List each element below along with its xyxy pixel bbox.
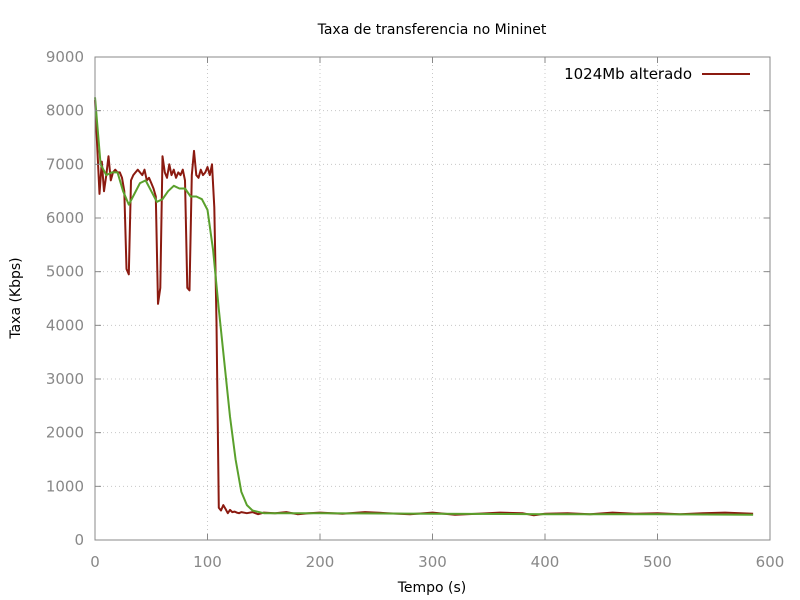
chart-title: Taxa de transferencia no Mininet (317, 22, 547, 38)
ticks: 0 100 200 300 400 500 600010002000300040005000… (46, 48, 785, 571)
y-tick-label: 4000 (46, 316, 84, 334)
y-tick-label: 7000 (46, 155, 84, 173)
legend-entry-label: 1024Mb alterado (564, 65, 692, 83)
series-line-trend (94, 97, 754, 516)
x-tick-label: 100 (193, 553, 222, 571)
x-tick-label: 0 (90, 553, 100, 571)
y-tick-label: 2000 (46, 424, 84, 442)
y-tick-label: 6000 (46, 209, 84, 227)
y-tick-label: 0 (74, 531, 84, 549)
y-axis-label: Taxa (Kbps) (8, 257, 24, 339)
series-layer (94, 97, 754, 517)
legend: 1024Mb alterado (564, 65, 750, 83)
y-tick-label: 9000 (46, 48, 84, 66)
x-tick-label: 400 (531, 553, 560, 571)
y-tick-label: 5000 (46, 263, 84, 281)
series-line-1024mb-alterado (94, 99, 754, 517)
y-tick-label: 8000 (46, 102, 84, 120)
y-tick-label: 3000 (46, 370, 84, 388)
y-tick-label: 1000 (46, 477, 84, 495)
x-tick-label: 600 (756, 553, 785, 571)
grid (95, 57, 770, 540)
x-axis-label: Tempo (s) (397, 580, 467, 596)
x-tick-label: 500 (643, 553, 672, 571)
x-tick-label: 200 (306, 553, 335, 571)
x-tick-label: 300 (418, 553, 447, 571)
